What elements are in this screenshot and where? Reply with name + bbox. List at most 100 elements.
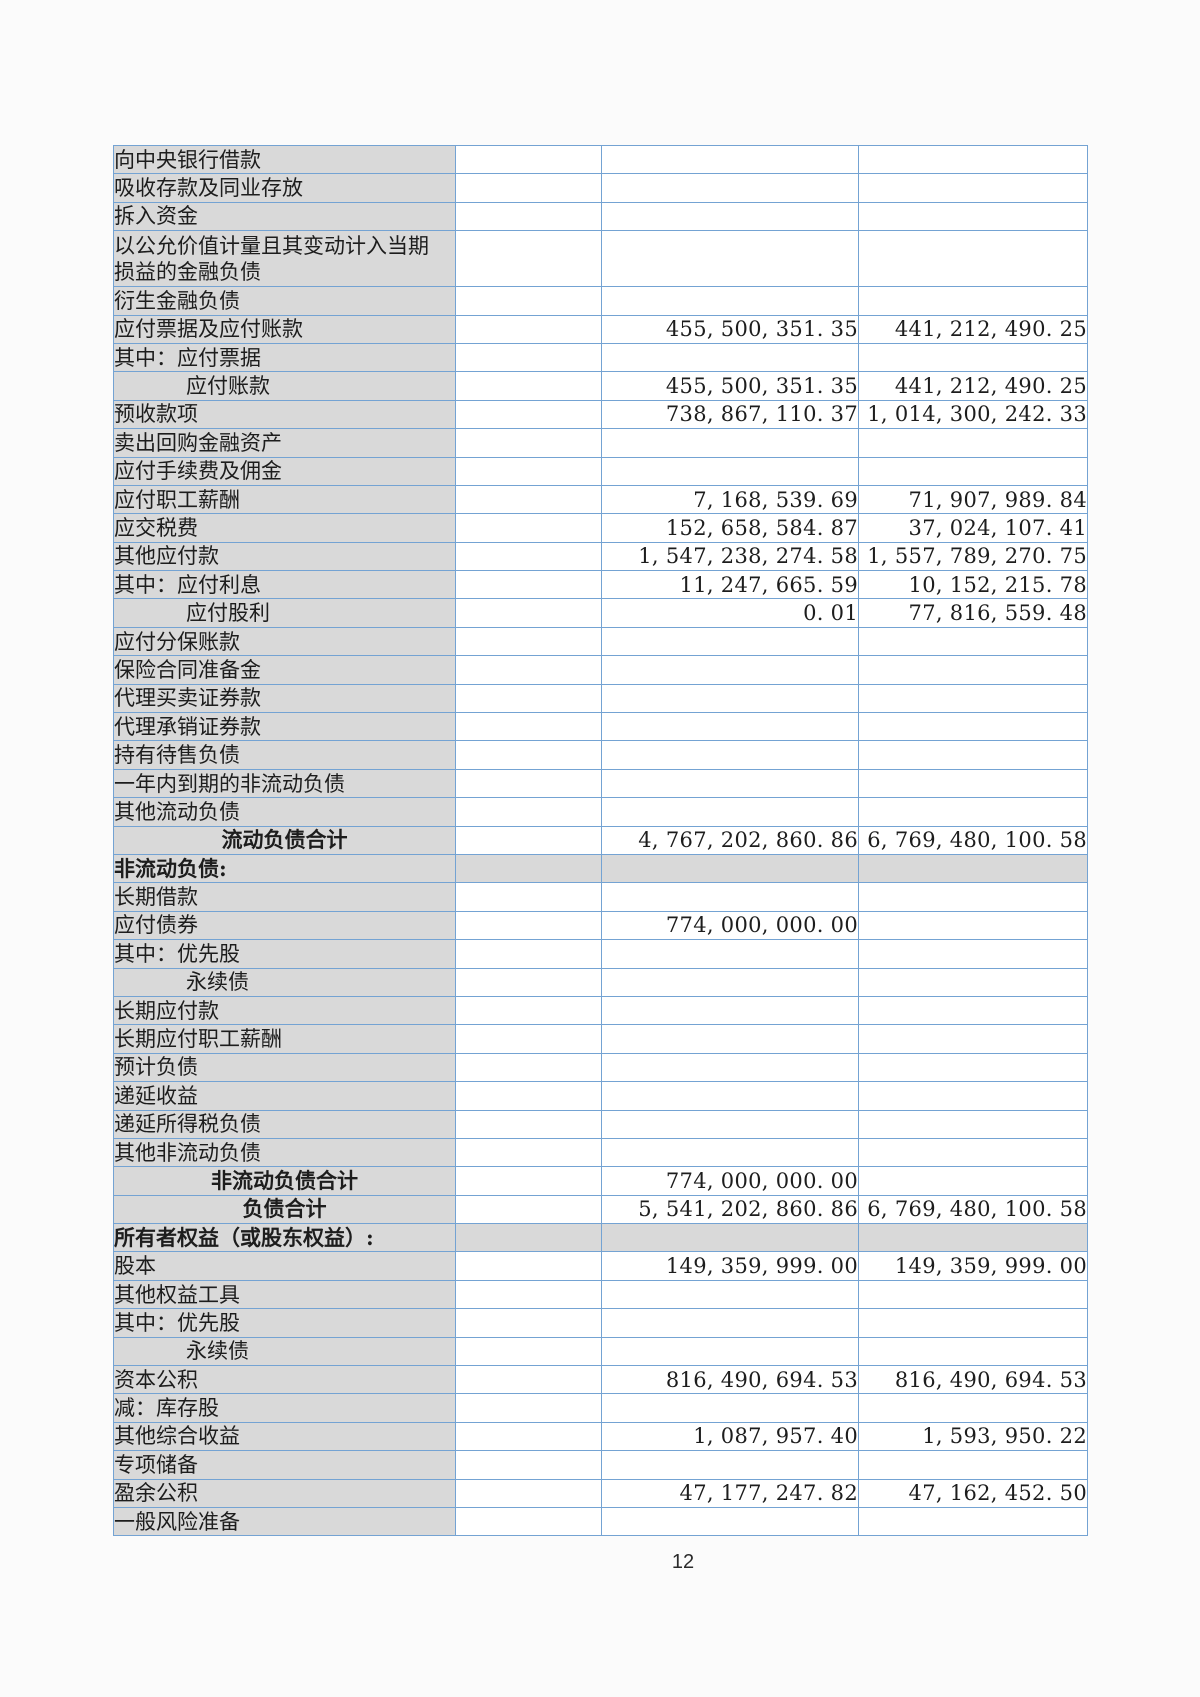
table-row: 持有待售负债 <box>113 740 1088 770</box>
amount-prior <box>858 740 1088 770</box>
table-row: 一年内到期的非流动负债 <box>113 768 1088 799</box>
row-label: 衍生金融负债 <box>113 286 456 316</box>
note-cell <box>455 910 602 941</box>
amount-prior <box>858 1393 1088 1423</box>
note-cell <box>455 1024 602 1054</box>
amount-current: 5, 541, 202, 860. 86 <box>601 1194 859 1225</box>
table-row: 应付债券 774, 000, 000. 00 <box>113 910 1088 941</box>
row-label: 代理承销证券款 <box>113 712 456 742</box>
note-cell <box>455 712 602 742</box>
amount-current <box>601 712 859 742</box>
amount-current <box>601 683 859 714</box>
note-cell <box>455 768 602 799</box>
amount-current <box>601 655 859 685</box>
amount-current: 455, 500, 351. 35 <box>601 314 859 344</box>
row-label: 其他应付款 <box>113 541 456 572</box>
note-cell <box>455 598 602 628</box>
table-row: 应付股利 0. 01 77, 816, 559. 48 <box>113 598 1088 628</box>
amount-current <box>601 144 859 175</box>
row-label: 保险合同准备金 <box>113 655 456 685</box>
amount-prior <box>858 797 1088 827</box>
amount-prior <box>858 683 1088 714</box>
amount-current <box>601 1506 859 1537</box>
note-cell <box>455 1506 602 1537</box>
amount-current <box>601 939 859 969</box>
row-label: 永续债 <box>113 1336 456 1367</box>
row-label: 应付债券 <box>113 910 456 941</box>
amount-current <box>601 768 859 799</box>
note-cell <box>455 1336 602 1367</box>
amount-current <box>601 1024 859 1054</box>
table-row: 向中央银行借款 <box>113 144 1088 175</box>
note-cell <box>455 314 602 344</box>
table-row: 其他综合收益 1, 087, 957. 40 1, 593, 950. 22 <box>113 1421 1088 1452</box>
amount-prior <box>858 1308 1088 1338</box>
table-row: 长期借款 <box>113 882 1088 912</box>
amount-prior: 77, 816, 559. 48 <box>858 598 1088 628</box>
amount-current <box>601 173 859 203</box>
note-cell <box>455 939 602 969</box>
table-row: 预收款项 738, 867, 110. 37 1, 014, 300, 242. 3… <box>113 399 1088 430</box>
note-cell <box>455 173 602 203</box>
note-cell <box>455 853 602 884</box>
note-cell <box>455 1223 602 1253</box>
note-cell <box>455 1393 602 1423</box>
note-cell <box>455 1365 602 1395</box>
row-label: 股本 <box>113 1251 456 1281</box>
table-row: 吸收存款及同业存放 <box>113 173 1088 203</box>
amount-current <box>601 882 859 912</box>
amount-prior <box>858 655 1088 685</box>
amount-prior <box>858 1109 1088 1139</box>
row-label: 长期应付款 <box>113 995 456 1026</box>
amount-current <box>601 1308 859 1338</box>
row-label: 拆入资金 <box>113 201 456 232</box>
row-label: 资本公积 <box>113 1365 456 1395</box>
amount-prior: 37, 024, 107. 41 <box>858 513 1088 543</box>
amount-current <box>601 428 859 458</box>
note-cell <box>455 1137 602 1168</box>
amount-current <box>601 1052 859 1083</box>
amount-current <box>601 230 859 288</box>
note-cell <box>455 655 602 685</box>
amount-current: 11, 247, 665. 59 <box>601 570 859 600</box>
amount-prior: 1, 014, 300, 242. 33 <box>858 399 1088 430</box>
amount-current <box>601 995 859 1026</box>
row-label: 盈余公积 <box>113 1478 456 1508</box>
row-label: 卖出回购金融资产 <box>113 428 456 458</box>
table-row: 代理买卖证券款 <box>113 683 1088 714</box>
table-row: 其他权益工具 <box>113 1279 1088 1310</box>
row-label: 应付票据及应付账款 <box>113 314 456 344</box>
amount-prior: 149, 359, 999. 00 <box>858 1251 1088 1281</box>
table-row: 股本 149, 359, 999. 00 149, 359, 999. 00 <box>113 1251 1088 1281</box>
amount-current: 0. 01 <box>601 598 859 628</box>
table-row: 专项储备 <box>113 1450 1088 1480</box>
amount-prior <box>858 1506 1088 1537</box>
row-label: 其他流动负债 <box>113 797 456 827</box>
table-row: 其中：优先股 <box>113 939 1088 969</box>
total-row: 负债合计 5, 541, 202, 860. 86 6, 769, 480, 100… <box>113 1194 1088 1225</box>
table-row: 应付账款 455, 500, 351. 35 441, 212, 490. 25 <box>113 371 1088 401</box>
amount-prior <box>858 230 1088 288</box>
table-row: 预计负债 <box>113 1052 1088 1083</box>
amount-prior <box>858 768 1088 799</box>
amount-prior <box>858 286 1088 316</box>
row-label: 其他综合收益 <box>113 1421 456 1452</box>
amount-prior <box>858 173 1088 203</box>
note-cell <box>455 513 602 543</box>
row-label: 非流动负债: <box>113 853 456 884</box>
row-label: 应付分保账款 <box>113 626 456 657</box>
table-row: 盈余公积 47, 177, 247. 82 47, 162, 452. 50 <box>113 1478 1088 1508</box>
row-label: 流动负债合计 <box>113 825 456 855</box>
amount-current: 152, 658, 584. 87 <box>601 513 859 543</box>
note-cell <box>455 882 602 912</box>
amount-prior: 10, 152, 215. 78 <box>858 570 1088 600</box>
amount-prior <box>858 712 1088 742</box>
amount-current: 455, 500, 351. 35 <box>601 371 859 401</box>
amount-current <box>601 286 859 316</box>
amount-current <box>601 1109 859 1139</box>
table-row: 其中：应付票据 <box>113 342 1088 373</box>
row-label: 一年内到期的非流动负债 <box>113 768 456 799</box>
table-row: 递延所得税负债 <box>113 1109 1088 1139</box>
amount-current <box>601 797 859 827</box>
note-cell <box>455 230 602 288</box>
